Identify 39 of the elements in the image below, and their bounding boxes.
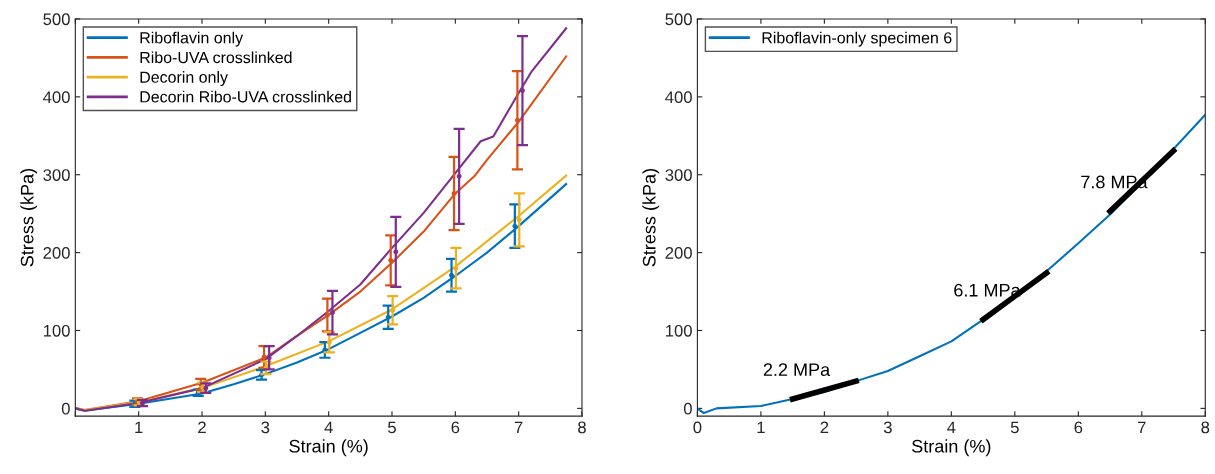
x-tick-label: 7 <box>1138 421 1146 434</box>
y-tick-label: 0 <box>683 402 692 415</box>
x-tick-label: 6 <box>451 421 460 434</box>
y-axis-title: Stress (kPa) <box>20 169 38 267</box>
x-tick-label: 7 <box>514 421 523 434</box>
x-tick-label: 5 <box>388 421 396 434</box>
x-tick-label: 4 <box>324 421 333 434</box>
legend-label: Riboflavin-only specimen 6 <box>762 31 952 47</box>
y-tick-label: 400 <box>43 91 70 104</box>
legend-label: Decorin only <box>140 71 228 86</box>
y-tick-label: 200 <box>665 247 692 259</box>
y-tick-label: 300 <box>665 169 692 181</box>
legend-label: Decorin Ribo-UVA crosslinked <box>140 90 351 103</box>
x-tick-label: 3 <box>883 421 892 434</box>
y-tick-label: 0 <box>61 402 70 415</box>
x-tick-label: 0 <box>693 421 702 434</box>
y-tick-label: 100 <box>666 324 692 337</box>
x-tick-label: 6 <box>1074 421 1083 434</box>
x-tick-label: 8 <box>578 421 586 434</box>
y-tick-label: 200 <box>43 247 70 259</box>
y-tick-label: 300 <box>43 169 70 181</box>
x-tick-label: 8 <box>1201 421 1210 434</box>
legend-label: Riboflavin only <box>140 31 244 47</box>
x-tick-label: 3 <box>261 421 270 434</box>
y-tick-label: 100 <box>43 324 70 337</box>
legend-label: Ribo-UVA crosslinked <box>140 51 292 64</box>
x-tick-label: 1 <box>757 421 765 434</box>
x-axis-title: Strain (%) <box>912 439 991 457</box>
y-tick-label: 400 <box>665 91 692 104</box>
y-tick-label: 500 <box>43 13 70 26</box>
x-tick-label: 2 <box>198 421 206 434</box>
x-tick-label: 5 <box>1010 421 1019 434</box>
x-axis-title: Strain (%) <box>289 439 368 457</box>
y-tick-label: 500 <box>665 13 692 26</box>
x-tick-label: 2 <box>820 421 829 434</box>
x-tick-label: 4 <box>947 421 956 434</box>
y-axis-title: Stress (kPa) <box>642 169 660 267</box>
annotation: 2.2 MPa <box>763 363 831 377</box>
x-tick-label: 1 <box>135 421 143 434</box>
